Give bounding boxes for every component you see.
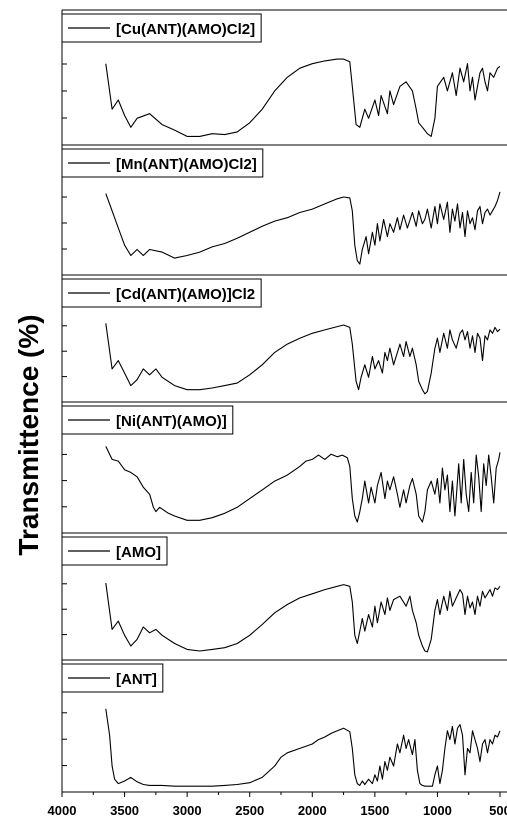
legend: [Ni(ANT)(AMO)]	[61, 405, 234, 435]
legend-label: [AMO]	[116, 544, 161, 561]
legend: [ANT]	[61, 663, 164, 693]
x-tick-label: 3500	[110, 803, 139, 818]
legend-box	[61, 13, 262, 43]
spectrum-line	[105, 446, 501, 523]
spectrum-line	[105, 323, 501, 395]
spectrum-panel: [Ni(ANT)(AMO)]	[61, 401, 507, 534]
x-tick-label: 1500	[360, 803, 389, 818]
legend-label: [Cu(ANT)(AMO)Cl2]	[116, 21, 255, 38]
spectrum-panel: [Cd(ANT)(AMO)]Cl2	[61, 274, 507, 403]
x-tick-label: 500	[489, 803, 507, 818]
x-axis: 4000 3500 3000 2500 2000 1500 1000 500	[48, 792, 507, 818]
x-tick-label: 4000	[48, 803, 77, 818]
spectrum-line	[105, 708, 501, 787]
legend: [Mn(ANT)(AMO)Cl2]	[61, 148, 264, 178]
spectrum-line	[105, 58, 501, 137]
spectrum-panel: [AMO]	[61, 532, 507, 661]
x-tick-label: 3000	[173, 803, 202, 818]
spectra-panels: [Cu(ANT)(AMO)Cl2] [Mn(ANT)(AMO)Cl2] [Cd(AN…	[61, 9, 507, 793]
spectrum-line	[105, 582, 501, 653]
legend: [Cd(ANT)(AMO)]Cl2	[61, 278, 262, 308]
x-tick-label: 2500	[235, 803, 264, 818]
legend-label: [Ni(ANT)(AMO)]	[116, 413, 227, 430]
spectrum-panel: [ANT]	[61, 659, 507, 793]
spectrum-panel: [Mn(ANT)(AMO)Cl2]	[61, 144, 507, 276]
legend-label: [ANT]	[116, 671, 157, 688]
legend-label: [Mn(ANT)(AMO)Cl2]	[116, 156, 257, 173]
spectrum-line	[105, 191, 501, 265]
legend: [Cu(ANT)(AMO)Cl2]	[61, 13, 262, 43]
spectrum-panel: [Cu(ANT)(AMO)Cl2]	[61, 9, 507, 146]
x-tick-label: 1000	[423, 803, 452, 818]
legend-label: [Cd(ANT)(AMO)]Cl2	[116, 286, 255, 303]
x-tick-label: 2000	[298, 803, 327, 818]
legend: [AMO]	[61, 536, 168, 566]
y-axis-label: Transmittence (%)	[13, 314, 44, 555]
